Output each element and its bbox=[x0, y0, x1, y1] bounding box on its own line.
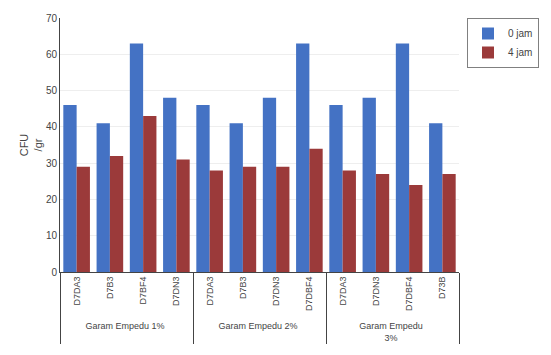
svg-text:D7DA3: D7DA3 bbox=[338, 277, 348, 306]
svg-text:0: 0 bbox=[51, 267, 57, 278]
svg-text:Garam Empedu 2%: Garam Empedu 2% bbox=[218, 321, 297, 331]
svg-text:10: 10 bbox=[46, 230, 58, 241]
svg-text:D7DN3: D7DN3 bbox=[171, 277, 181, 307]
svg-text:D7DBF4: D7DBF4 bbox=[304, 277, 314, 312]
svg-text:20: 20 bbox=[46, 194, 58, 205]
svg-text:D7B3: D7B3 bbox=[105, 277, 115, 300]
svg-text:4 jam: 4 jam bbox=[508, 47, 532, 58]
svg-text:70: 70 bbox=[46, 13, 58, 24]
svg-text:Garam Empedu 1%: Garam Empedu 1% bbox=[85, 321, 164, 331]
svg-text:D73B: D73B bbox=[437, 277, 447, 300]
svg-text:D7BF4: D7BF4 bbox=[138, 277, 148, 305]
svg-text:D7DBF4: D7DBF4 bbox=[404, 277, 414, 312]
svg-text:D7DN3: D7DN3 bbox=[271, 277, 281, 307]
svg-text:CFU/gr: CFU/gr bbox=[18, 134, 44, 157]
svg-text:D7DA3: D7DA3 bbox=[72, 277, 82, 306]
svg-text:50: 50 bbox=[46, 85, 58, 96]
svg-text:40: 40 bbox=[46, 121, 58, 132]
svg-text:60: 60 bbox=[46, 49, 58, 60]
svg-text:D7DN3: D7DN3 bbox=[371, 277, 381, 307]
svg-text:D7DA3: D7DA3 bbox=[205, 277, 215, 306]
svg-text:0 jam: 0 jam bbox=[508, 28, 532, 39]
svg-text:Garam Empedu3%: Garam Empedu3% bbox=[359, 321, 423, 343]
svg-text:D7B3: D7B3 bbox=[238, 277, 248, 300]
svg-text:30: 30 bbox=[46, 158, 58, 169]
